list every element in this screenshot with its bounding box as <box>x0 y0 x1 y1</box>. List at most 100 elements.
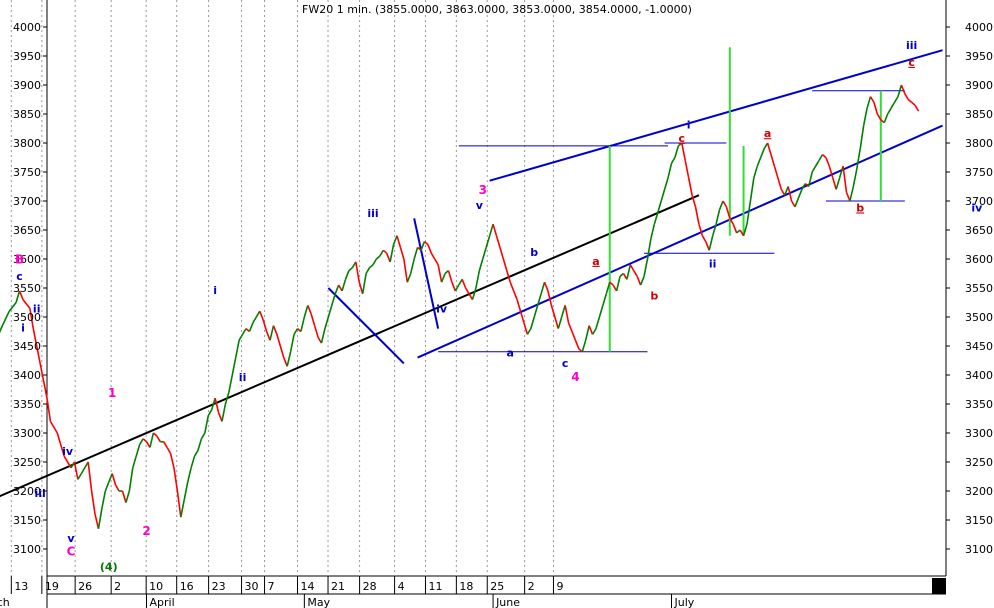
series-segment <box>639 276 645 286</box>
y-tick-label: 3200 <box>965 485 993 498</box>
series-segment <box>365 267 371 274</box>
series-segment <box>807 171 813 187</box>
series-segment <box>413 247 419 260</box>
x-tick-label: 13 <box>14 580 28 593</box>
series-segment <box>828 165 834 179</box>
series-segment <box>876 113 882 121</box>
y-tick-label: 3800 <box>13 137 41 150</box>
series-segment <box>169 453 175 468</box>
y-tick-label: 3650 <box>965 224 993 237</box>
series-segment <box>684 160 690 178</box>
series-segment <box>286 351 292 367</box>
y-tick-label: 3500 <box>13 311 41 324</box>
wave-label: iv <box>971 201 983 214</box>
series-segment <box>471 287 477 300</box>
series-segment <box>90 490 96 515</box>
y-tick-label: 4000 <box>13 21 41 34</box>
series-segment <box>797 189 803 199</box>
month-label: June <box>495 596 520 608</box>
x-tick-label: 9 <box>556 580 563 593</box>
series-segment <box>615 276 621 292</box>
series-segment <box>197 438 203 451</box>
series-segment <box>543 281 549 292</box>
series-segment <box>255 310 261 318</box>
series-segment <box>794 197 800 208</box>
series-segment <box>262 319 268 332</box>
series-segment <box>715 209 721 225</box>
series-segment <box>571 331 577 341</box>
x-axis: 1526513192621016233071421284111825292007… <box>0 576 695 608</box>
series-segment <box>581 339 587 353</box>
series-segment <box>519 310 525 324</box>
series-segment <box>845 192 851 202</box>
series-segment <box>825 157 831 167</box>
series-segment <box>900 84 906 94</box>
series-segment <box>49 420 58 434</box>
series-segment <box>602 293 608 306</box>
series-segment <box>674 145 680 158</box>
wave-label: iv <box>62 445 74 458</box>
month-label: July <box>673 596 694 608</box>
wave-trendline <box>417 124 943 359</box>
series-segment <box>588 325 594 335</box>
series-segment <box>818 154 824 161</box>
wave-label: B <box>15 253 24 267</box>
series-segment <box>283 357 288 367</box>
y-tick-label: 3850 <box>965 108 993 121</box>
series-segment <box>108 473 113 483</box>
series-segment <box>279 345 285 358</box>
series-segment <box>667 163 673 178</box>
wave-label: a <box>592 255 599 268</box>
wave-label: ii <box>239 371 247 384</box>
y-tick-label: 3400 <box>13 369 41 382</box>
series-segment <box>533 305 539 318</box>
wave-label: b <box>530 246 538 259</box>
series-segment <box>567 322 573 332</box>
series-segment <box>574 339 580 350</box>
series-segment <box>183 482 189 500</box>
y-tick-label: 3250 <box>13 456 41 469</box>
series-segment <box>886 107 892 115</box>
series-segment <box>509 281 515 292</box>
series-segment <box>547 290 553 306</box>
series-segment <box>626 264 632 280</box>
series-segment <box>313 325 319 338</box>
y-tick-label: 3950 <box>13 50 41 63</box>
series-segment <box>873 102 879 115</box>
series-segment <box>832 177 837 190</box>
series-segment <box>526 328 532 335</box>
series-segment <box>732 223 738 234</box>
series-segment <box>595 316 601 329</box>
series-segment <box>691 194 697 208</box>
y-tick-label: 3450 <box>13 340 41 353</box>
series-segment <box>633 270 638 277</box>
series-segment <box>238 333 244 341</box>
series-segment <box>241 328 247 335</box>
series-segment <box>200 432 206 440</box>
y-tick-label: 3550 <box>965 282 993 295</box>
x-tick-label: 4 <box>398 580 405 593</box>
series-segment <box>389 244 395 263</box>
series-segment <box>811 165 817 173</box>
y-tick-label: 3100 <box>965 543 993 556</box>
wave-label: 2 <box>142 524 150 538</box>
series-segment <box>396 235 402 248</box>
series-segment <box>681 142 687 161</box>
series-segment <box>461 279 467 289</box>
x-tick-label: 7 <box>268 580 275 593</box>
x-tick-label: 10 <box>149 580 163 593</box>
series-segment <box>475 270 481 289</box>
wave-label: v <box>67 532 75 545</box>
series-segment <box>842 166 848 193</box>
series-segment <box>725 206 731 219</box>
series-segment <box>379 249 384 257</box>
month-label: March <box>0 596 10 608</box>
series-segment <box>540 281 546 295</box>
series-segment <box>193 449 199 457</box>
series-segment <box>705 241 710 251</box>
series-segment <box>598 305 604 318</box>
y-tick-label: 4000 <box>965 21 993 34</box>
series-segment <box>46 398 52 422</box>
series-segment <box>430 252 436 260</box>
wave-label: 4 <box>571 370 579 384</box>
